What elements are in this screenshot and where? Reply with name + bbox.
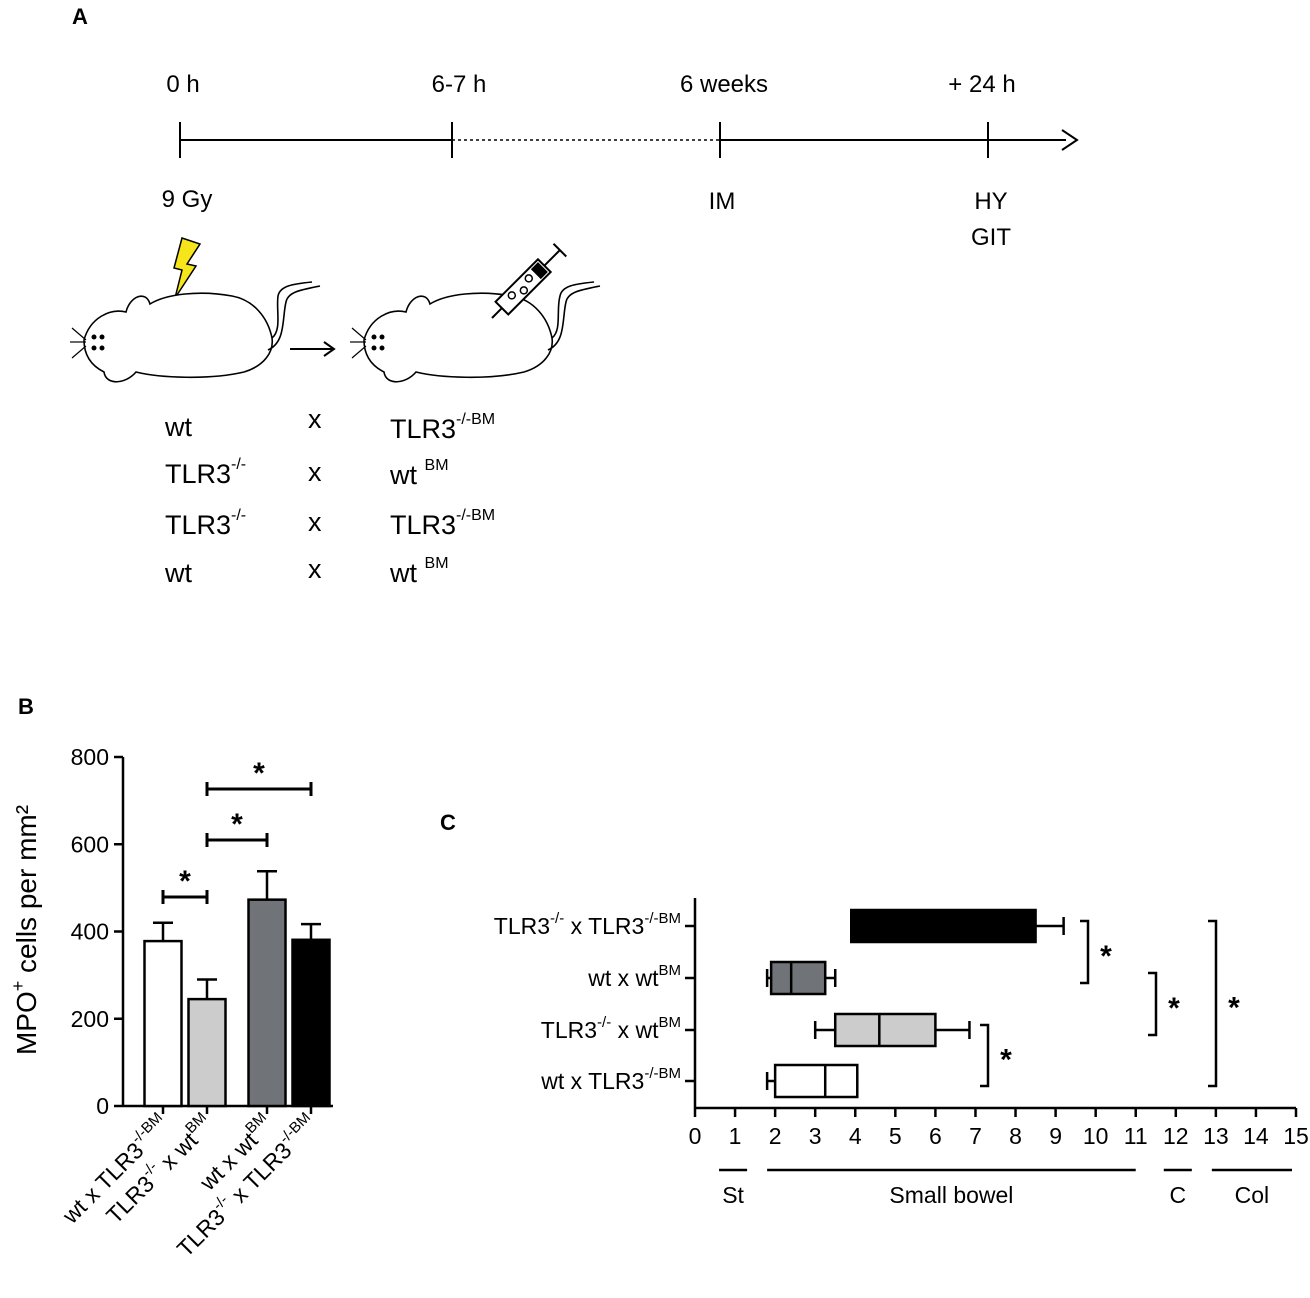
b-y-tick-label: 400 — [71, 919, 109, 945]
c-box — [769, 960, 827, 996]
c-segment-label: C — [1169, 1182, 1186, 1208]
cross-2-x: x — [308, 507, 322, 537]
timeline-event-2: IM — [709, 188, 736, 215]
b-y-tick-label: 600 — [71, 831, 109, 857]
b-bar — [291, 938, 331, 1108]
arrow-icon — [290, 341, 336, 357]
timeline-arrowhead — [1061, 129, 1079, 151]
syringe-icon — [491, 243, 567, 319]
timeline-event-0: 9 Gy — [162, 186, 213, 213]
c-x-tick-label: 2 — [769, 1123, 782, 1149]
timeline-time-3: + 24 h — [948, 71, 1015, 98]
c-y-tick-label: wt x wtBM — [587, 962, 681, 991]
panel-a-label: A — [72, 4, 88, 29]
timeline-time-0: 0 h — [166, 71, 199, 98]
c-x-tick-label: 7 — [969, 1123, 982, 1149]
c-sig-bracket — [980, 1023, 990, 1088]
c-x-tick-label: 3 — [809, 1123, 822, 1149]
c-x-tick-label: 15 — [1283, 1123, 1309, 1149]
c-y-tick-label: TLR3-/- x wtBM — [541, 1014, 681, 1043]
c-sig-bracket — [1148, 971, 1158, 1037]
c-box — [833, 1012, 937, 1048]
b-y-axis-label: MPO+ cells per mm² — [8, 805, 42, 1055]
b-bar — [143, 939, 183, 1108]
panel-c-label: C — [440, 810, 456, 835]
c-sig-bracket — [1208, 919, 1218, 1088]
c-x-tick-label: 11 — [1124, 1123, 1148, 1149]
c-box — [773, 1063, 859, 1099]
c-y-tick-label: TLR3-/- x TLR3-/-BM — [494, 910, 681, 939]
cross-1-donor: wt BM — [389, 457, 449, 490]
b-sig-label: * — [179, 865, 191, 898]
c-x-tick-label: 4 — [849, 1123, 862, 1149]
c-sig-label: * — [1168, 992, 1180, 1025]
b-bar — [187, 997, 227, 1108]
c-x-tick-label: 1 — [729, 1123, 742, 1149]
c-segment-label: Col — [1235, 1182, 1270, 1208]
c-x-tick-label: 10 — [1083, 1123, 1109, 1149]
cross-1-x: x — [308, 457, 322, 487]
panel-a: A 0 h 6-7 h 6 weeks + 24 h 9 Gy IM HY GI… — [70, 4, 1079, 588]
c-segment-label: St — [722, 1182, 744, 1208]
c-segment-label: Small bowel — [889, 1182, 1013, 1208]
b-bar — [247, 898, 287, 1108]
c-x-tick-label: 6 — [929, 1123, 942, 1149]
c-sig-bracket — [1080, 919, 1090, 985]
c-x-tick-label: 0 — [689, 1123, 702, 1149]
cross-2-recipient: TLR3-/- — [165, 507, 246, 540]
cross-3-x: x — [308, 554, 322, 584]
panel-b-label: B — [18, 694, 34, 719]
timeline-event-3: HY — [974, 188, 1007, 215]
cross-0-x: x — [308, 404, 322, 434]
mouse-icon — [70, 281, 321, 383]
c-box — [850, 908, 1037, 944]
timeline-time-2: 6 weeks — [680, 71, 768, 98]
c-x-tick-label: 5 — [889, 1123, 902, 1149]
cross-3-donor: wt BM — [389, 555, 449, 588]
c-x-tick-label: 13 — [1203, 1123, 1229, 1149]
lightning-icon — [173, 237, 202, 299]
c-sig-label: * — [1100, 940, 1112, 973]
b-y-tick-label: 800 — [71, 744, 109, 770]
c-y-tick-label: wt x TLR3-/-BM — [540, 1065, 681, 1094]
cross-1-recipient: TLR3-/- — [165, 456, 246, 489]
mouse-icon — [350, 281, 601, 383]
c-x-tick-label: 8 — [1009, 1123, 1022, 1149]
c-x-tick-label: 12 — [1163, 1123, 1189, 1149]
timeline-event-3b: GIT — [971, 224, 1011, 251]
b-sig-label: * — [231, 808, 243, 841]
b-y-tick-label: 0 — [96, 1093, 109, 1119]
c-sig-label: * — [1000, 1044, 1012, 1077]
b-sig-label: * — [253, 757, 265, 790]
cross-2-donor: TLR3-/-BM — [390, 507, 495, 540]
cross-0-donor: TLR3-/-BM — [390, 411, 495, 444]
cross-3-recipient: wt — [164, 558, 192, 588]
cross-0-recipient: wt — [164, 412, 192, 442]
c-x-tick-label: 14 — [1243, 1123, 1269, 1149]
timeline-time-1: 6-7 h — [432, 71, 487, 98]
c-x-tick-label: 9 — [1049, 1123, 1062, 1149]
b-y-tick-label: 200 — [71, 1006, 109, 1032]
c-sig-label: * — [1228, 992, 1240, 1025]
